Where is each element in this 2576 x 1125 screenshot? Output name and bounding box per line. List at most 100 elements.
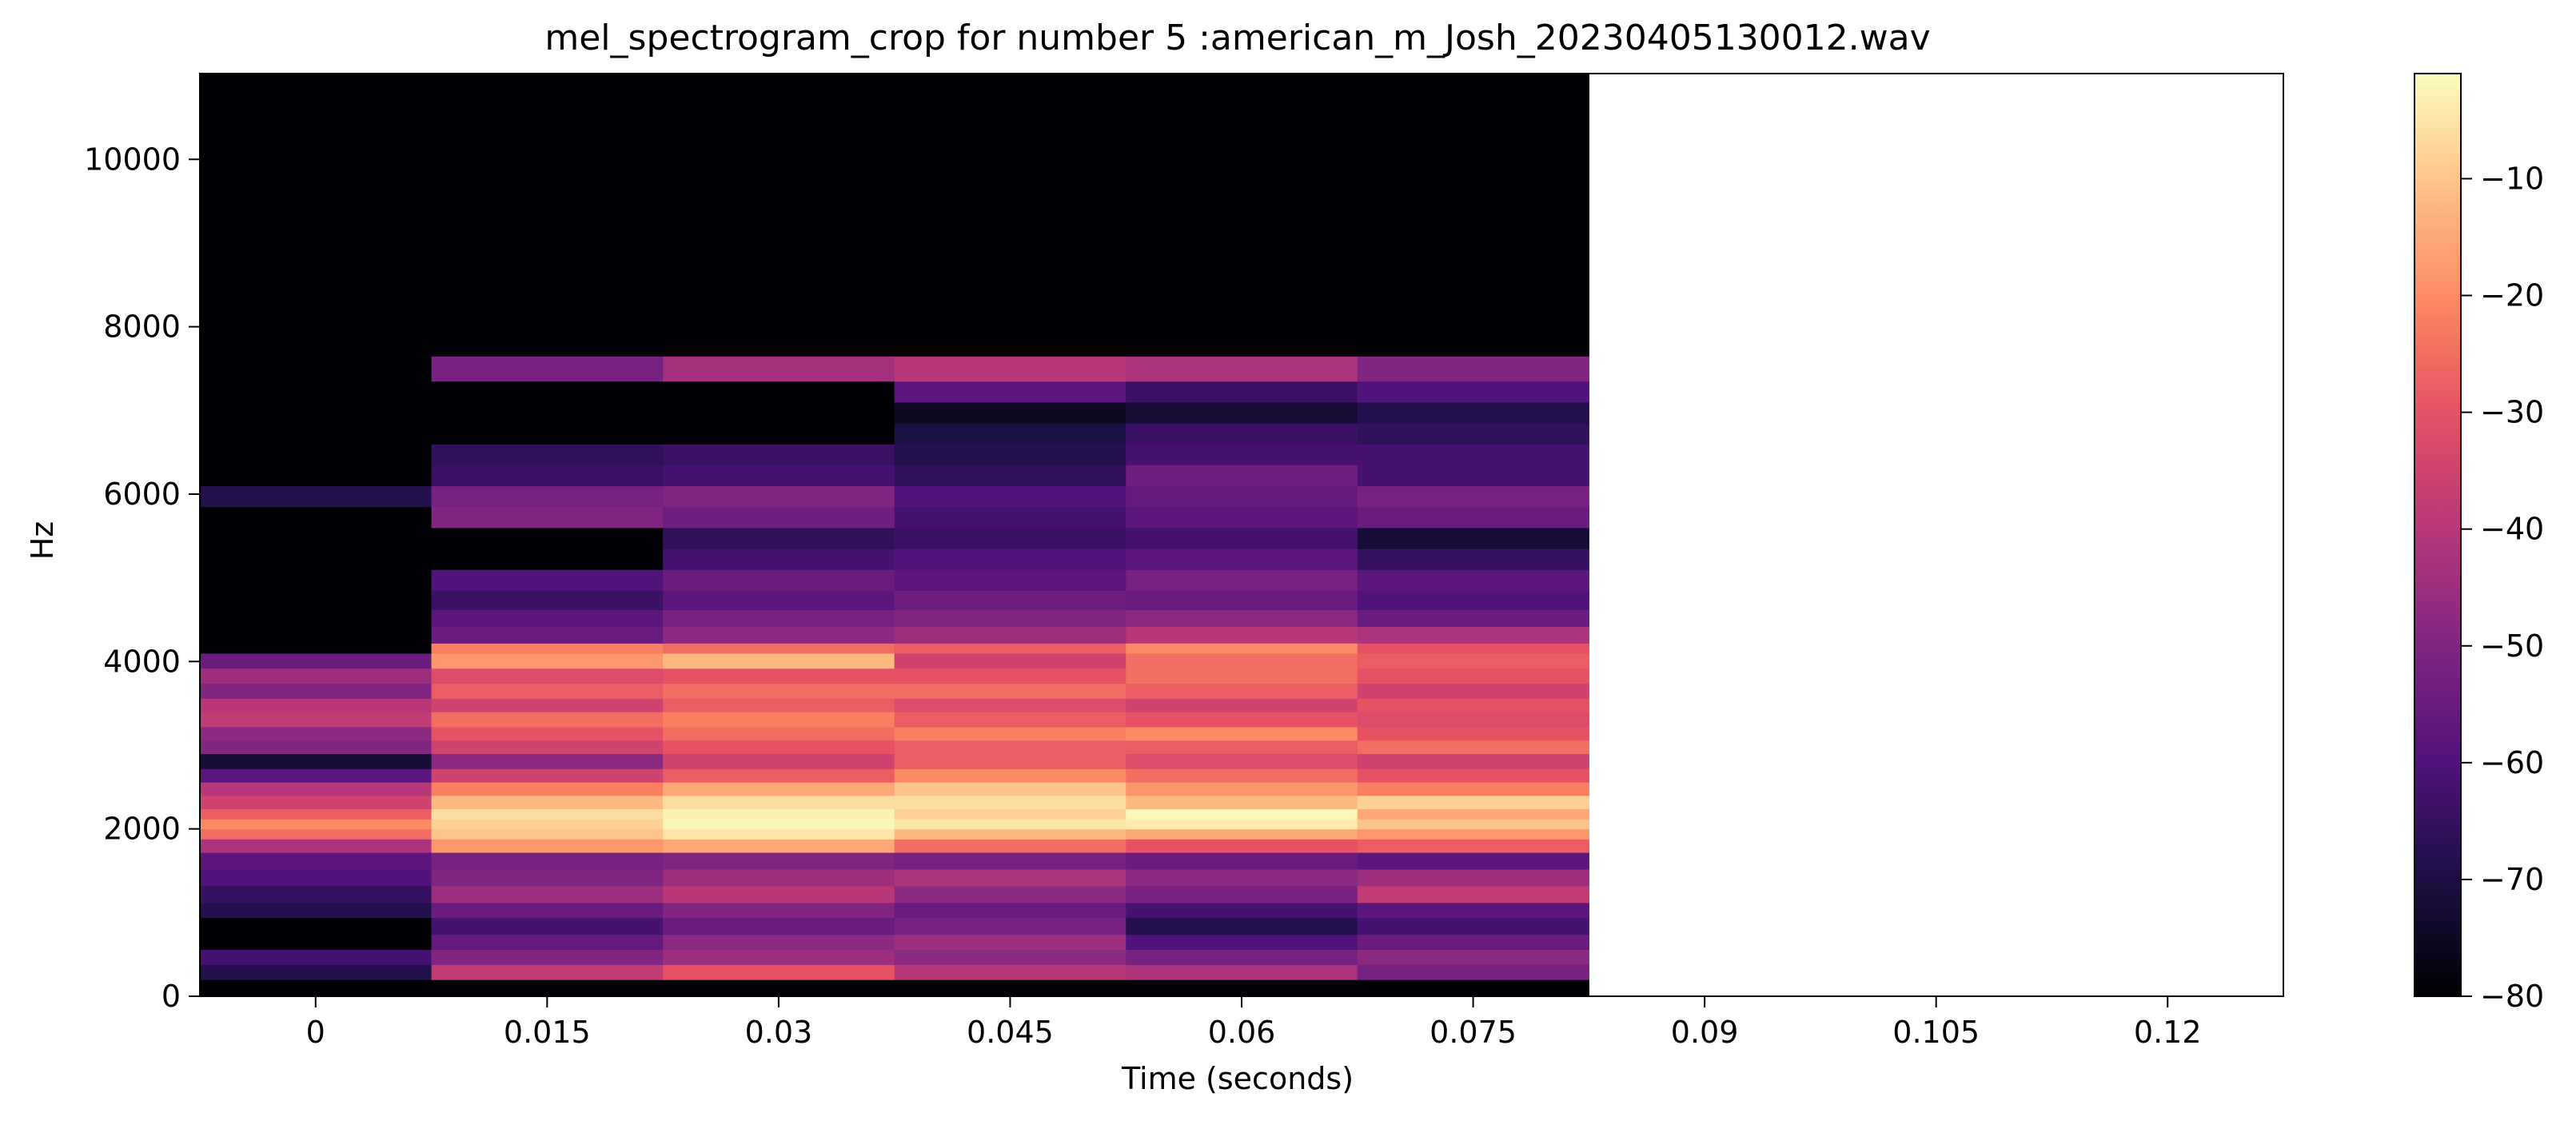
heatmap-cell bbox=[431, 549, 664, 570]
heatmap-cell bbox=[1357, 712, 1589, 728]
heatmap-cell bbox=[894, 768, 1127, 783]
heatmap-cell bbox=[431, 712, 664, 728]
heatmap-cell bbox=[200, 885, 433, 904]
heatmap-cell bbox=[1357, 668, 1589, 684]
heatmap-cell bbox=[1126, 485, 1358, 508]
heatmap-cell bbox=[200, 808, 433, 820]
heatmap-cell bbox=[1126, 885, 1358, 904]
heatmap-cell bbox=[1357, 527, 1589, 549]
heatmap-cell bbox=[663, 828, 895, 840]
heatmap-cell bbox=[1126, 626, 1358, 644]
heatmap-cell bbox=[894, 964, 1127, 980]
heatmap-cell bbox=[200, 768, 433, 783]
heatmap-cell bbox=[663, 643, 895, 654]
heatmap-cell bbox=[663, 609, 895, 627]
heatmap-cell bbox=[663, 683, 895, 699]
heatmap-cell bbox=[200, 652, 433, 669]
heatmap-cell bbox=[663, 949, 895, 965]
heatmap-cell bbox=[1357, 795, 1589, 810]
heatmap-cell bbox=[431, 852, 664, 870]
heatmap-cell bbox=[1126, 768, 1358, 783]
heatmap-cell bbox=[431, 381, 664, 403]
heatmap-cell bbox=[1126, 964, 1358, 980]
heatmap-cell bbox=[1126, 569, 1358, 591]
x-tick-label: 0.105 bbox=[1892, 1015, 1980, 1050]
heatmap-cell bbox=[663, 917, 895, 936]
heatmap-cell bbox=[431, 917, 664, 936]
heatmap-cell bbox=[200, 590, 433, 611]
heatmap-cell bbox=[431, 590, 664, 611]
heatmap-cell bbox=[431, 795, 664, 810]
heatmap-cell bbox=[431, 626, 664, 644]
heatmap-cell bbox=[1126, 444, 1358, 465]
heatmap-cell bbox=[431, 356, 664, 382]
heatmap-cell bbox=[1357, 626, 1589, 644]
x-axis: 0 0.015 0.03 0.045 0.06 0.075 0.09 0.105 0.12 bbox=[306, 996, 2202, 1050]
heatmap-cell bbox=[663, 808, 895, 820]
heatmap-cell bbox=[1357, 868, 1589, 887]
heatmap-cell bbox=[1126, 839, 1358, 853]
heatmap-cell bbox=[1357, 768, 1589, 783]
heatmap-cell bbox=[200, 852, 433, 870]
heatmap-cell bbox=[1357, 964, 1589, 980]
heatmap-cell bbox=[663, 465, 895, 487]
y-tick-label: 4000 bbox=[103, 644, 181, 679]
heatmap-cell bbox=[431, 74, 664, 357]
heatmap-cell bbox=[1357, 808, 1589, 820]
colorbar bbox=[2414, 73, 2462, 997]
heatmap-cell bbox=[200, 795, 433, 810]
heatmap-cell bbox=[431, 506, 664, 529]
heatmap-cell bbox=[431, 423, 664, 445]
heatmap-cell bbox=[200, 726, 433, 741]
heatmap-cell bbox=[663, 485, 895, 508]
heatmap-cell bbox=[200, 485, 433, 508]
heatmap-cell bbox=[1126, 753, 1358, 769]
heatmap-cell bbox=[894, 668, 1127, 684]
heatmap-cell bbox=[663, 726, 895, 741]
heatmap-cell bbox=[894, 423, 1127, 445]
heatmap-cell bbox=[663, 768, 895, 783]
heatmap-cell bbox=[1357, 949, 1589, 965]
heatmap-cell bbox=[1357, 590, 1589, 611]
heatmap-cell bbox=[431, 885, 664, 904]
heatmap-cell bbox=[1126, 712, 1358, 728]
heatmap-cell bbox=[894, 726, 1127, 741]
heatmap-cell bbox=[200, 917, 433, 936]
heatmap-cell bbox=[200, 527, 433, 549]
heatmap-cell bbox=[663, 74, 895, 357]
heatmap-cell bbox=[431, 683, 664, 699]
heatmap-cell bbox=[894, 401, 1127, 424]
heatmap-cell bbox=[200, 423, 433, 445]
heatmap-cell bbox=[1357, 902, 1589, 919]
heatmap-cell bbox=[894, 902, 1127, 919]
heatmap-cell bbox=[894, 444, 1127, 465]
heatmap-cell bbox=[431, 401, 664, 424]
heatmap-cell bbox=[663, 979, 895, 997]
heatmap-cell bbox=[1126, 726, 1358, 741]
heatmap-cell bbox=[1357, 698, 1589, 712]
x-tick-label: 0.09 bbox=[1671, 1015, 1739, 1050]
heatmap-cell bbox=[1126, 527, 1358, 549]
heatmap-cell bbox=[1357, 979, 1589, 997]
heatmap-cell bbox=[894, 782, 1127, 796]
heatmap-cell bbox=[1126, 852, 1358, 870]
heatmap-cell bbox=[894, 839, 1127, 853]
heatmap-cell bbox=[1126, 979, 1358, 997]
heatmap-cell bbox=[1126, 698, 1358, 712]
colorbar-tick-label: −10 bbox=[2480, 161, 2544, 196]
heatmap-cell bbox=[1126, 683, 1358, 699]
heatmap-cell bbox=[1357, 740, 1589, 755]
heatmap-cell bbox=[1357, 782, 1589, 796]
heatmap-cell bbox=[1126, 465, 1358, 487]
heatmap-cell bbox=[894, 527, 1127, 549]
heatmap-cell bbox=[431, 527, 664, 549]
heatmap-cell bbox=[663, 652, 895, 669]
heatmap-cell bbox=[894, 626, 1127, 644]
heatmap-cell bbox=[1126, 808, 1358, 820]
heatmap-cell bbox=[663, 852, 895, 870]
heatmap-cell bbox=[1126, 590, 1358, 611]
heatmap-cell bbox=[894, 485, 1127, 508]
colorbar-tick-label: −50 bbox=[2480, 628, 2544, 664]
heatmap-cell bbox=[200, 549, 433, 570]
